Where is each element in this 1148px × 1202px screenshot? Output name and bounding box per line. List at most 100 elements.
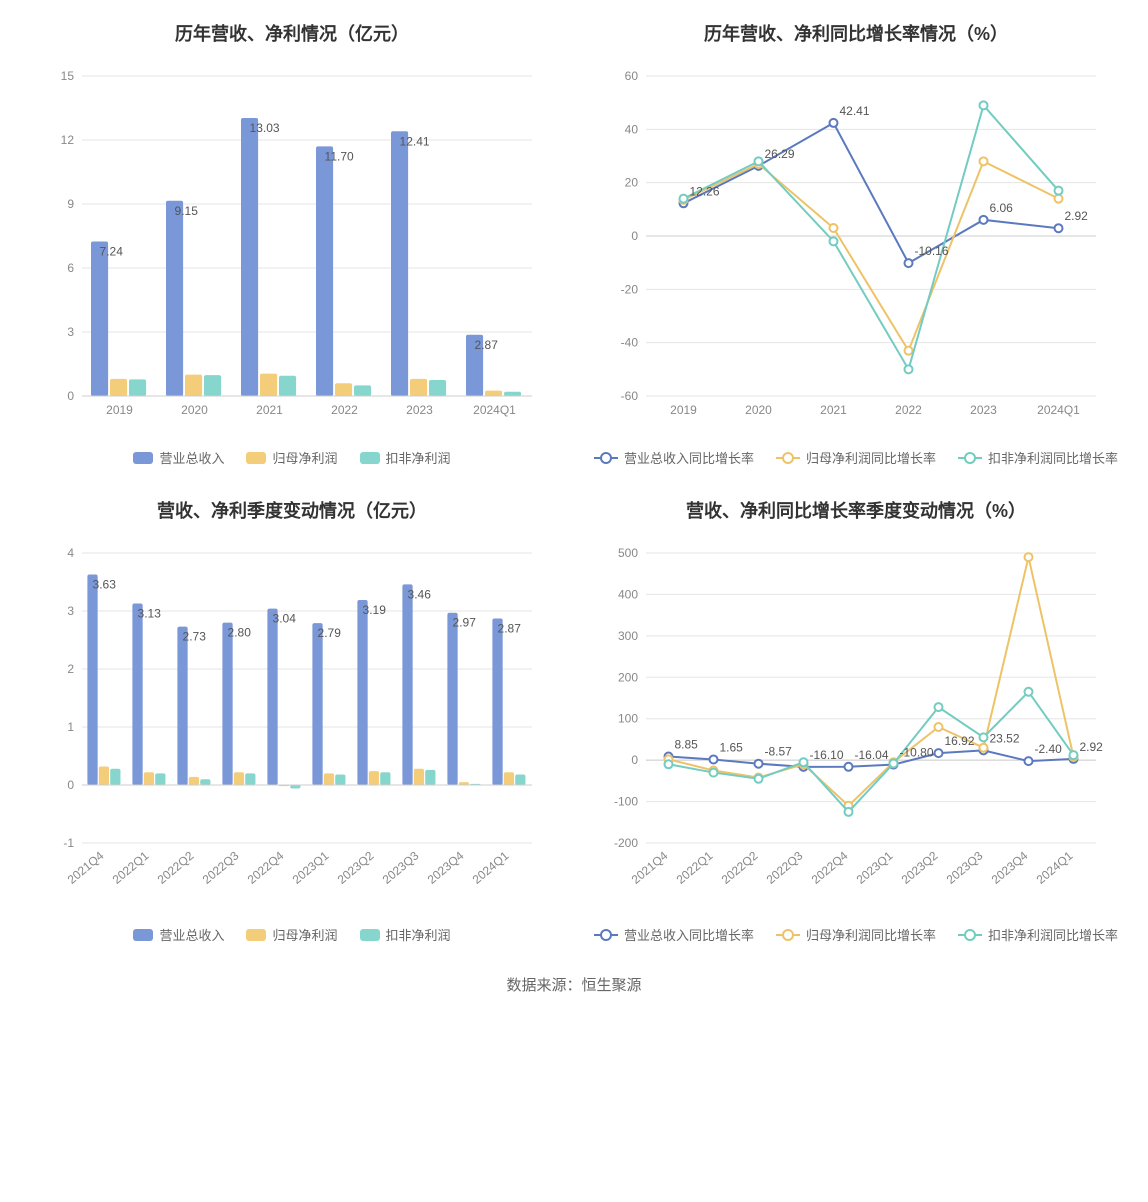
svg-text:2020: 2020: [745, 403, 772, 417]
svg-text:2023Q3: 2023Q3: [380, 848, 422, 886]
svg-text:-8.57: -8.57: [765, 745, 793, 759]
legend-swatch: [360, 452, 380, 464]
chart-grid: 历年营收、净利情况（亿元） 03691215201920202021202220…: [20, 20, 1128, 944]
svg-text:0: 0: [67, 389, 74, 403]
svg-text:3.63: 3.63: [93, 577, 117, 591]
svg-text:9.15: 9.15: [175, 204, 199, 218]
legend-label: 归母净利润: [272, 925, 337, 944]
svg-text:0: 0: [631, 229, 638, 243]
legend-topRight: 营业总收入同比增长率归母净利润同比增长率扣非净利润同比增长率: [584, 448, 1128, 467]
svg-text:3: 3: [67, 604, 74, 618]
legend-item: 扣非净利润: [360, 925, 451, 944]
svg-text:2022Q1: 2022Q1: [674, 848, 716, 886]
svg-text:3: 3: [67, 325, 74, 339]
svg-text:2022: 2022: [331, 403, 358, 417]
legend-swatch: [958, 934, 982, 936]
svg-text:100: 100: [618, 712, 638, 726]
chart-title: 历年营收、净利同比增长率情况（%）: [584, 20, 1128, 46]
legend-topLeft: 营业总收入 归母净利润 扣非净利润: [20, 448, 564, 467]
chart-title: 营收、净利季度变动情况（亿元）: [20, 497, 564, 523]
svg-text:2023Q4: 2023Q4: [425, 848, 467, 886]
legend-label: 扣非净利润: [386, 925, 451, 944]
svg-text:2023Q2: 2023Q2: [335, 848, 377, 886]
svg-text:20: 20: [625, 176, 639, 190]
svg-text:3.19: 3.19: [363, 603, 387, 617]
svg-text:2021: 2021: [820, 403, 847, 417]
svg-text:2.92: 2.92: [1080, 740, 1104, 754]
legend-label: 营业总收入: [159, 448, 224, 467]
legend-swatch: [594, 934, 618, 936]
svg-text:2.79: 2.79: [318, 626, 342, 640]
svg-text:-10.80: -10.80: [900, 746, 934, 760]
svg-text:-16.10: -16.10: [810, 748, 844, 762]
svg-text:2023Q1: 2023Q1: [854, 848, 896, 886]
legend-label: 扣非净利润同比增长率: [988, 925, 1118, 944]
chart-svg-bottomRight: -200-10001002003004005002021Q42022Q12022…: [584, 533, 1128, 913]
svg-text:2023Q1: 2023Q1: [290, 848, 332, 886]
legend-label: 归母净利润: [272, 448, 337, 467]
svg-text:23.52: 23.52: [990, 731, 1020, 745]
legend-swatch: [133, 929, 153, 941]
legend-item: 扣非净利润同比增长率: [958, 925, 1118, 944]
legend-bottomLeft: 营业总收入 归母净利润 扣非净利润: [20, 925, 564, 944]
svg-text:2023Q4: 2023Q4: [989, 848, 1031, 886]
legend-label: 营业总收入: [159, 925, 224, 944]
legend-label: 营业总收入同比增长率: [624, 925, 754, 944]
chart-top-left: 历年营收、净利情况（亿元） 03691215201920202021202220…: [20, 20, 564, 467]
svg-text:-16.04: -16.04: [855, 748, 889, 762]
svg-text:300: 300: [618, 629, 638, 643]
legend-bottomRight: 营业总收入同比增长率 归母净利润同比增长率 扣非净利润同比增长率: [584, 925, 1128, 944]
legend-label: 扣非净利润同比增长率: [988, 448, 1118, 467]
legend-label: 营业总收入同比增长率: [624, 448, 754, 467]
svg-text:13.03: 13.03: [250, 121, 280, 135]
svg-text:400: 400: [618, 587, 638, 601]
legend-label: 扣非净利润: [386, 448, 451, 467]
svg-text:16.92: 16.92: [945, 734, 975, 748]
chart-top-right: 历年营收、净利同比增长率情况（%） -60-40-200204060201920…: [584, 20, 1128, 467]
chart-svg-bottomLeft: -1012342021Q42022Q12022Q22022Q32022Q4202…: [20, 533, 564, 913]
svg-text:2.87: 2.87: [475, 338, 499, 352]
svg-text:42.41: 42.41: [840, 104, 870, 118]
svg-text:2022Q3: 2022Q3: [200, 848, 242, 886]
svg-text:2020: 2020: [181, 403, 208, 417]
svg-text:-2.40: -2.40: [1035, 742, 1063, 756]
svg-text:2024Q1: 2024Q1: [470, 848, 512, 886]
svg-text:15: 15: [61, 69, 75, 83]
svg-text:2022Q4: 2022Q4: [809, 848, 851, 886]
svg-text:2022Q3: 2022Q3: [764, 848, 806, 886]
svg-text:12.26: 12.26: [690, 184, 720, 198]
svg-text:60: 60: [625, 69, 639, 83]
svg-text:1.65: 1.65: [720, 740, 744, 754]
svg-text:200: 200: [618, 670, 638, 684]
svg-text:40: 40: [625, 122, 639, 136]
svg-text:2.80: 2.80: [228, 626, 252, 640]
svg-text:6.06: 6.06: [990, 201, 1014, 215]
svg-text:3.13: 3.13: [138, 606, 162, 620]
svg-text:1: 1: [67, 720, 74, 734]
chart-svg-topRight: -60-40-200204060201920202021202220232024…: [584, 56, 1128, 436]
svg-text:2.73: 2.73: [183, 630, 207, 644]
svg-text:8.85: 8.85: [675, 737, 699, 751]
svg-text:12.41: 12.41: [400, 134, 430, 148]
legend-item: 营业总收入: [133, 448, 224, 467]
legend-label: 归母净利润同比增长率: [806, 925, 936, 944]
svg-text:2023: 2023: [970, 403, 997, 417]
legend-swatch: [776, 457, 800, 459]
legend-item: 营业总收入: [133, 925, 224, 944]
svg-text:0: 0: [67, 778, 74, 792]
svg-text:0: 0: [631, 753, 638, 767]
svg-text:-10.16: -10.16: [915, 244, 949, 258]
svg-text:-40: -40: [621, 336, 639, 350]
svg-text:2023: 2023: [406, 403, 433, 417]
svg-text:2024Q1: 2024Q1: [1034, 848, 1076, 886]
legend-item: 营业总收入同比增长率: [594, 925, 754, 944]
legend-swatch: [246, 929, 266, 941]
legend-swatch: [133, 452, 153, 464]
svg-text:11.70: 11.70: [325, 149, 354, 163]
svg-text:9: 9: [67, 197, 74, 211]
chart-bottom-left: 营收、净利季度变动情况（亿元） -1012342021Q42022Q12022Q…: [20, 497, 564, 944]
chart-svg-topLeft: 03691215201920202021202220232024Q17.249.…: [20, 56, 564, 436]
svg-text:2021Q4: 2021Q4: [629, 848, 671, 886]
svg-text:2019: 2019: [670, 403, 697, 417]
svg-text:2022Q4: 2022Q4: [245, 848, 287, 886]
